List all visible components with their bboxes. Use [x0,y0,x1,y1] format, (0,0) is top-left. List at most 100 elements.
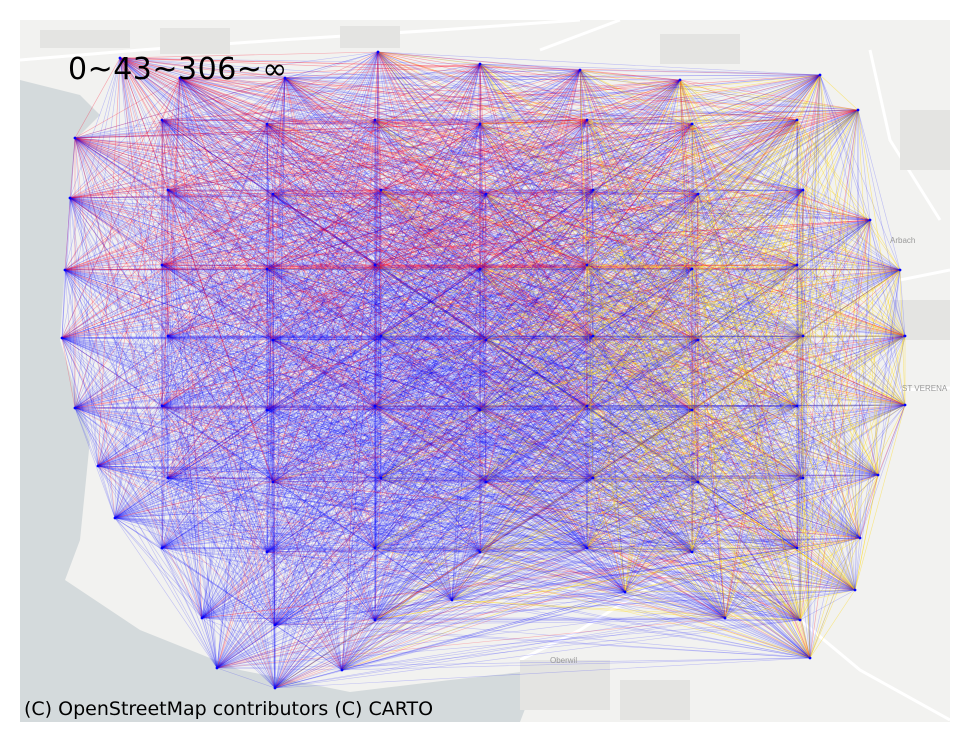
flow-line [119,57,481,270]
flow-line [380,189,901,271]
flow-line [161,119,203,619]
flow-line [380,74,821,191]
flow-line [179,77,588,121]
flow-line [485,193,594,337]
flow-line [586,193,699,266]
flow-line [485,193,699,483]
flow-line [161,189,804,407]
flow-line [161,193,274,549]
flow-line [274,189,594,689]
flow-line [380,123,693,479]
flow-line [380,189,693,270]
flow-line [161,119,693,411]
flow-line [167,335,276,626]
flow-line [61,193,699,339]
flow-line [380,74,821,337]
flow-line [380,63,481,191]
flow-line [274,119,798,689]
flow-line [97,123,268,467]
flow-line [61,268,268,339]
flow-line [624,193,699,593]
zone-node [373,404,377,408]
flow-line [161,119,169,337]
flow-line [61,264,588,339]
flow-line [697,193,861,539]
flow-line [266,123,376,266]
flow-line [161,264,453,601]
flow-line [374,119,879,476]
flow-line [167,189,268,270]
flow-line [592,264,798,337]
flow-line [374,119,487,483]
flow-line [691,123,726,619]
flow-line [114,193,487,519]
flow-line [341,264,798,671]
flow-line [272,193,861,539]
flow-line [479,123,726,619]
flow-line [586,189,594,407]
flow-line [485,193,588,549]
flow-line [266,123,699,195]
flow-line [97,264,376,467]
flow-line [266,189,382,553]
flow-line [266,268,276,689]
flow-line [691,74,821,125]
flow-line [374,264,588,549]
flow-line [167,189,879,476]
flow-line [586,119,594,479]
flow-line [161,193,487,266]
flow-line [266,123,382,479]
flow-line [374,119,588,407]
flow-line [74,123,693,139]
flow-line [272,193,382,337]
flow-line [74,137,268,270]
flow-line [74,119,376,409]
flow-line [61,264,798,339]
zone-node [723,616,727,620]
flow-line [167,189,699,195]
flow-line [374,264,699,341]
flow-line [272,193,376,266]
flow-line [374,119,588,621]
map-view[interactable]: Arbach ST VERENA Oberwil 0~43~306~∞ (C) … [20,20,950,722]
flow-line [272,119,588,195]
flow-line [451,268,481,601]
flow-line [272,264,798,483]
flow-line [266,268,856,591]
flow-line [697,119,798,341]
flow-line [479,268,856,591]
flow-line [586,119,861,539]
flow-line [380,189,804,337]
flow-line [380,189,693,553]
flow-line [64,189,804,271]
flow-line [266,268,382,479]
flow-line [374,264,481,411]
flow-line [284,77,588,121]
flow-line [380,335,453,601]
flow-line [380,189,804,479]
flow-line [167,69,581,337]
flow-line [479,189,594,270]
flow-line [167,109,859,191]
flow-line [380,335,906,406]
flow-line [161,264,594,337]
flow-line [374,189,594,621]
flow-line [216,123,693,669]
flow-line [374,119,798,407]
flow-line [161,189,594,407]
flow-line [274,193,487,626]
flow-line [274,268,481,626]
flow-line [485,193,861,539]
flow-line [479,123,856,591]
flow-line [74,137,588,266]
zone-node [376,50,380,54]
flow-line [179,77,487,195]
flow-line [485,193,871,221]
flow-line [161,264,268,411]
flow-line [479,109,859,270]
flow-line [161,69,581,266]
flow-line [479,79,681,270]
flow-line [586,119,693,411]
flow-line [272,193,588,407]
flow-line [179,77,382,337]
